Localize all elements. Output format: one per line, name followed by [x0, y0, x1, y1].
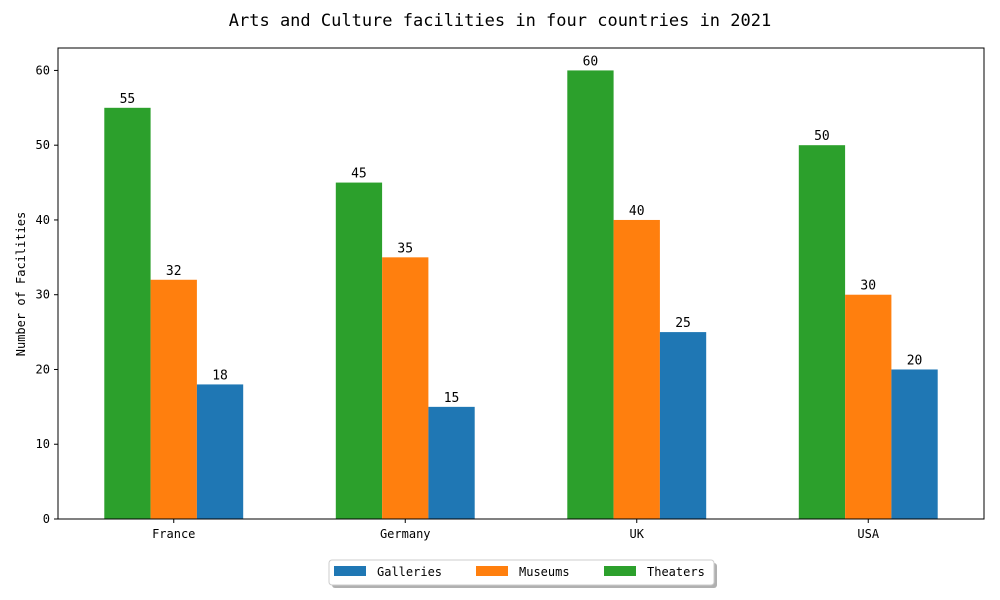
x-tick-label: USA [857, 527, 879, 541]
x-tick-label: UK [630, 527, 645, 541]
y-axis-ticks: 0 10 20 30 40 50 60 [36, 63, 58, 526]
x-tick-label: France [152, 527, 195, 541]
x-axis-ticks: France Germany UK USA [152, 519, 880, 541]
data-label: 45 [351, 167, 367, 182]
bar-galleries-uk [660, 332, 706, 519]
bar-museums-uk [614, 220, 660, 519]
legend-swatch-museums [476, 566, 508, 576]
bar-museums-usa [845, 295, 891, 519]
y-axis-label: Number of Facilities [14, 212, 28, 357]
y-tick-label: 40 [36, 213, 50, 227]
bar-galleries-germany [428, 407, 474, 519]
bar-theaters-france [104, 108, 150, 519]
data-label: 40 [629, 204, 645, 219]
x-tick-label: Germany [380, 527, 431, 541]
data-label: 25 [675, 316, 691, 331]
data-label: 20 [907, 353, 923, 368]
bars-layer [104, 70, 937, 519]
bar-theaters-usa [799, 145, 845, 519]
data-label: 60 [583, 54, 599, 69]
y-tick-label: 60 [36, 63, 50, 77]
data-label: 18 [212, 368, 228, 383]
legend-swatch-theaters [604, 566, 636, 576]
legend-label-galleries: Galleries [377, 565, 442, 579]
data-label: 55 [120, 92, 136, 107]
data-label: 30 [860, 279, 876, 294]
bar-museums-france [151, 280, 197, 519]
bar-museums-germany [382, 257, 428, 519]
y-tick-label: 0 [43, 512, 50, 526]
data-label: 50 [814, 129, 830, 144]
data-label: 35 [397, 241, 413, 256]
legend-label-museums: Museums [519, 565, 570, 579]
bar-theaters-germany [336, 183, 382, 519]
y-tick-label: 50 [36, 138, 50, 152]
data-label: 32 [166, 264, 182, 279]
bar-galleries-usa [891, 369, 937, 519]
y-tick-label: 30 [36, 288, 50, 302]
data-label: 15 [444, 391, 460, 406]
chart-title: Arts and Culture facilities in four coun… [229, 11, 771, 31]
legend-swatch-galleries [334, 566, 366, 576]
legend: Galleries Museums Theaters [329, 560, 717, 588]
bar-galleries-france [197, 384, 243, 519]
y-tick-label: 20 [36, 362, 50, 376]
y-tick-label: 10 [36, 437, 50, 451]
legend-label-theaters: Theaters [647, 565, 705, 579]
bar-theaters-uk [567, 70, 613, 519]
